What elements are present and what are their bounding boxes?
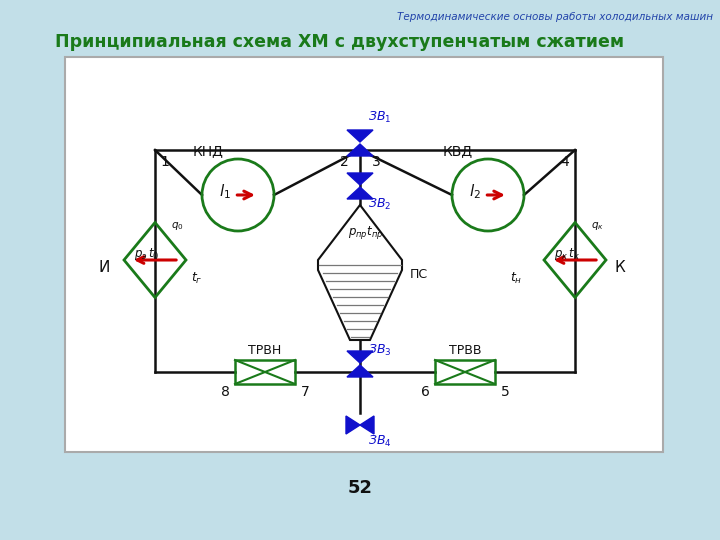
Text: К: К bbox=[615, 260, 626, 275]
Polygon shape bbox=[347, 351, 373, 363]
Polygon shape bbox=[347, 365, 373, 377]
Polygon shape bbox=[360, 416, 374, 434]
Text: $p_к\,t_к$: $p_к\,t_к$ bbox=[554, 246, 580, 262]
Text: КВД: КВД bbox=[443, 144, 473, 158]
Bar bbox=[435, 360, 495, 384]
Text: $ЗВ_4$: $ЗВ_4$ bbox=[368, 434, 392, 449]
Text: $p_{пр}t_{пр}$: $p_{пр}t_{пр}$ bbox=[348, 225, 384, 241]
Text: Термодинамические основы работы холодильных машин: Термодинамические основы работы холодиль… bbox=[397, 12, 713, 22]
Text: 3: 3 bbox=[372, 155, 380, 169]
Text: И: И bbox=[99, 260, 109, 275]
Text: $t_н$: $t_н$ bbox=[510, 271, 522, 286]
Text: $ЗВ_2$: $ЗВ_2$ bbox=[368, 197, 391, 212]
Text: ПС: ПС bbox=[410, 268, 428, 281]
Text: 8: 8 bbox=[220, 385, 230, 399]
Text: ТРВН: ТРВН bbox=[248, 343, 282, 356]
Text: 7: 7 bbox=[301, 385, 310, 399]
Text: КНД: КНД bbox=[192, 144, 223, 158]
FancyBboxPatch shape bbox=[65, 57, 663, 452]
Bar bbox=[235, 360, 295, 384]
Text: $t_г$: $t_г$ bbox=[191, 271, 202, 286]
Text: $l_1$: $l_1$ bbox=[220, 183, 231, 201]
Text: $q_0$: $q_0$ bbox=[171, 220, 184, 233]
Polygon shape bbox=[347, 173, 373, 185]
Text: Принципиальная схема ХМ с двухступенчатым сжатием: Принципиальная схема ХМ с двухступенчаты… bbox=[55, 33, 624, 51]
Polygon shape bbox=[347, 144, 373, 156]
Text: $l_2$: $l_2$ bbox=[469, 183, 482, 201]
Text: $q_к$: $q_к$ bbox=[591, 220, 604, 233]
Text: $ЗВ_1$: $ЗВ_1$ bbox=[368, 110, 392, 125]
Text: 1: 1 bbox=[161, 155, 169, 169]
Text: $ЗВ_3$: $ЗВ_3$ bbox=[368, 342, 392, 357]
Text: ТРВВ: ТРВВ bbox=[449, 343, 481, 356]
Text: $p_э\,t_0$: $p_э\,t_0$ bbox=[134, 246, 160, 262]
Polygon shape bbox=[346, 416, 360, 434]
Text: 5: 5 bbox=[500, 385, 509, 399]
Text: 6: 6 bbox=[420, 385, 429, 399]
Polygon shape bbox=[347, 130, 373, 142]
Text: 4: 4 bbox=[561, 155, 570, 169]
Text: 2: 2 bbox=[340, 155, 348, 169]
Polygon shape bbox=[347, 187, 373, 199]
Text: 52: 52 bbox=[348, 479, 372, 497]
